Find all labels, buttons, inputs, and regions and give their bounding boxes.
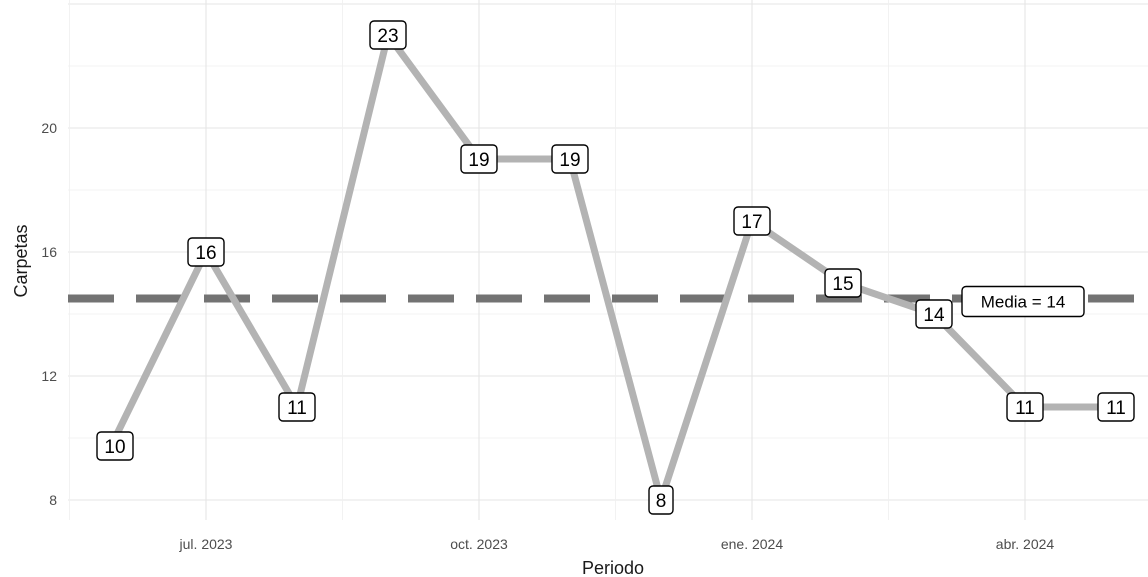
point-label-value: 11 xyxy=(1106,398,1126,419)
x-tick-label: oct. 2023 xyxy=(450,536,508,552)
point-label-value: 10 xyxy=(104,437,125,458)
y-tick-labels: 8 12 16 20 xyxy=(41,120,57,508)
y-tick-label: 12 xyxy=(41,368,57,384)
x-tick-label: ene. 2024 xyxy=(721,536,783,552)
y-tick-label: 16 xyxy=(41,244,57,260)
point-label: 8 xyxy=(648,485,674,515)
point-label: 14 xyxy=(915,299,953,329)
point-label-box xyxy=(551,144,589,174)
point-label: 19 xyxy=(460,144,498,174)
point-label-box xyxy=(278,392,316,422)
point-label-value: 15 xyxy=(832,274,853,295)
point-label: 16 xyxy=(187,237,225,267)
point-label: 11 xyxy=(1097,392,1135,422)
x-tick-label: jul. 2023 xyxy=(179,536,233,552)
x-tick-labels: jul. 2023 oct. 2023 ene. 2024 abr. 2024 xyxy=(179,536,1055,552)
y-tick-label: 8 xyxy=(49,492,57,508)
x-tick-label: abr. 2024 xyxy=(996,536,1055,552)
point-label-value: 16 xyxy=(195,243,216,264)
point-label-value: 14 xyxy=(923,305,945,326)
point-label-box xyxy=(96,431,134,461)
point-label-value: 23 xyxy=(377,26,398,47)
series-line xyxy=(111,31,1116,504)
mean-label: Media = 14 xyxy=(981,293,1066,312)
point-label: 11 xyxy=(278,392,316,422)
point-label: 19 xyxy=(551,144,589,174)
grid xyxy=(68,0,1148,520)
point-label: 10 xyxy=(96,431,134,461)
point-label-value: 17 xyxy=(741,212,762,233)
mean-label-box xyxy=(961,285,1085,318)
point-label: 15 xyxy=(824,268,862,298)
point-label-box xyxy=(915,299,953,329)
x-axis-title: Periodo xyxy=(582,558,644,577)
point-label-value: 8 xyxy=(656,491,667,512)
series-line-group xyxy=(111,31,1116,504)
point-label-box xyxy=(1097,392,1135,422)
point-label-value: 11 xyxy=(287,398,307,419)
point-label-box xyxy=(460,144,498,174)
point-label-box xyxy=(1006,392,1044,422)
mean-label-group: Media = 14 xyxy=(961,285,1085,318)
point-label-box xyxy=(733,206,771,236)
point-label-box xyxy=(369,20,407,50)
point-label: 17 xyxy=(733,206,771,236)
point-label-box xyxy=(824,268,862,298)
point-label: 11 xyxy=(1006,392,1044,422)
point-label-value: 19 xyxy=(468,150,489,171)
point-label-box xyxy=(648,485,674,515)
y-tick-label: 20 xyxy=(41,120,57,136)
point-label: 23 xyxy=(369,20,407,50)
point-label-box xyxy=(187,237,225,267)
point-labels: 10 16 11 23 19 19 8 17 15 14 11 11 xyxy=(96,20,1135,515)
y-axis-title: Carpetas xyxy=(11,224,31,297)
point-label-value: 11 xyxy=(1015,398,1035,419)
point-label-value: 19 xyxy=(559,150,580,171)
